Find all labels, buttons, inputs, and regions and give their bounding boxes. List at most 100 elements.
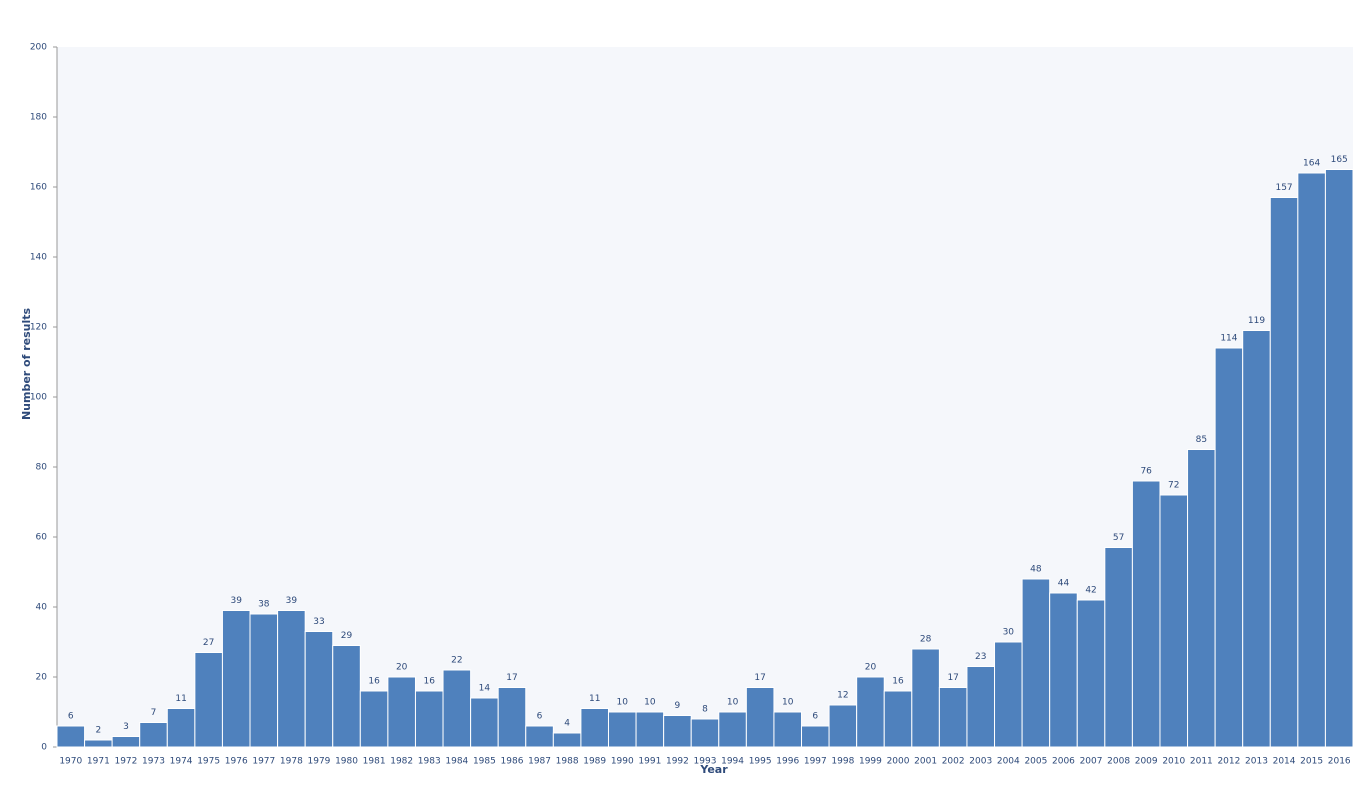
bar: [1242, 330, 1271, 748]
data-label: 29: [341, 631, 353, 641]
data-label: 28: [920, 635, 932, 645]
data-label: 157: [1275, 183, 1292, 193]
data-label: 2: [95, 726, 101, 736]
data-label: 114: [1220, 334, 1237, 344]
x-tick-label: 1998: [831, 757, 854, 767]
data-label: 20: [396, 663, 408, 673]
data-label: 16: [892, 677, 904, 687]
data-label: 57: [1113, 533, 1124, 543]
x-tick-label: 2008: [1107, 757, 1130, 767]
y-tick-label: 60: [36, 533, 48, 543]
data-label: 76: [1140, 467, 1152, 477]
data-label: 72: [1168, 481, 1179, 491]
y-tick-label: 120: [30, 323, 47, 333]
data-label: 10: [727, 698, 739, 708]
data-label: 27: [203, 638, 214, 648]
x-tick-label: 1972: [114, 757, 137, 767]
x-tick-label: 2000: [887, 757, 910, 767]
data-label: 3: [123, 722, 129, 732]
x-tick-label: 2002: [942, 757, 965, 767]
bar: [994, 641, 1023, 748]
bar: [332, 645, 361, 748]
x-tick-label: 1988: [556, 757, 579, 767]
x-tick-label: 1970: [59, 757, 82, 767]
x-tick-label: 1991: [638, 757, 661, 767]
data-label: 11: [589, 694, 600, 704]
data-label: 85: [1196, 435, 1207, 445]
bar: [1159, 494, 1189, 748]
x-tick-label: 2012: [1217, 757, 1240, 767]
x-tick-label: 2014: [1273, 757, 1296, 767]
x-tick-label: 1975: [197, 757, 220, 767]
bar: [911, 648, 940, 748]
x-tick-label: 2005: [1024, 757, 1047, 767]
data-label: 11: [175, 694, 186, 704]
data-label: 8: [702, 705, 708, 715]
bar: [221, 610, 251, 748]
data-label: 4: [564, 719, 570, 729]
x-tick-label: 1997: [804, 757, 827, 767]
bar: [828, 704, 858, 748]
bar: [801, 725, 830, 748]
bar: [773, 711, 803, 748]
bar: [663, 715, 692, 748]
data-label: 12: [837, 691, 848, 701]
x-tick-label: 1996: [776, 757, 799, 767]
bar: [249, 613, 279, 748]
data-label: 7: [151, 708, 157, 718]
y-tick-label: 80: [36, 463, 48, 473]
data-label: 17: [754, 673, 765, 683]
bar: [470, 697, 499, 748]
x-tick-label: 2003: [969, 757, 992, 767]
x-tick-label: 1980: [335, 757, 358, 767]
x-tick-label: 1985: [473, 757, 496, 767]
y-tick-label: 180: [30, 113, 47, 123]
bar: [1187, 449, 1216, 748]
y-tick-label: 100: [30, 393, 47, 403]
bar: [387, 676, 416, 748]
bar: [552, 732, 582, 748]
data-label: 30: [1003, 628, 1015, 638]
bar: [1131, 480, 1161, 748]
x-tick-label: 2006: [1052, 757, 1075, 767]
x-tick-label: 1979: [308, 757, 331, 767]
x-tick-label: 2007: [1080, 757, 1103, 767]
bar: [414, 690, 444, 748]
x-tick-label: 2015: [1300, 757, 1323, 767]
bar: [966, 666, 996, 748]
data-label: 22: [451, 656, 462, 666]
data-label: 33: [313, 617, 324, 627]
data-label: 164: [1303, 159, 1320, 169]
bar: [718, 711, 747, 748]
data-label: 16: [368, 677, 380, 687]
y-tick-label: 40: [36, 603, 48, 613]
bar: [525, 725, 554, 748]
data-label: 6: [812, 712, 818, 722]
bar: [1104, 547, 1133, 748]
x-tick-label: 2013: [1245, 757, 1268, 767]
bar: [745, 687, 775, 748]
bar: [1214, 347, 1244, 748]
data-label: 39: [231, 596, 243, 606]
x-tick-label: 1995: [749, 757, 772, 767]
x-tick-label: 1982: [390, 757, 413, 767]
data-label: 10: [644, 698, 656, 708]
y-tick-label: 200: [30, 43, 47, 53]
data-label: 42: [1085, 586, 1096, 596]
bar: [359, 690, 389, 748]
data-label: 38: [258, 600, 270, 610]
x-tick-label: 1993: [694, 757, 717, 767]
bar: [194, 652, 223, 748]
x-tick-label: 1999: [859, 757, 882, 767]
data-label: 23: [975, 652, 986, 662]
y-tick-label: 20: [36, 673, 48, 683]
x-tick-label: 1977: [252, 757, 275, 767]
bar: [690, 718, 720, 748]
x-tick-label: 2009: [1135, 757, 1158, 767]
x-tick-label: 2011: [1190, 757, 1213, 767]
x-tick-label: 1981: [363, 757, 386, 767]
bar: [1049, 592, 1078, 748]
bar: [84, 739, 113, 748]
x-tick-label: 2004: [997, 757, 1020, 767]
